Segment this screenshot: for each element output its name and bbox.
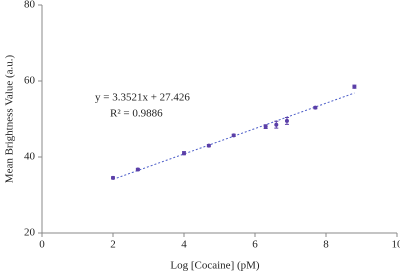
point bbox=[135, 167, 140, 172]
point bbox=[206, 143, 211, 148]
y-tick-label: 40 bbox=[24, 151, 36, 163]
x-tick-label: 2 bbox=[110, 239, 116, 251]
y-tick-label: 60 bbox=[24, 75, 36, 87]
y-axis-label: Mean Brightness Value (a.u.) bbox=[4, 54, 16, 183]
point bbox=[111, 175, 115, 180]
x-tick-label: 4 bbox=[181, 239, 187, 251]
point bbox=[274, 122, 279, 127]
x-tick-label: 8 bbox=[323, 239, 329, 251]
x-tick-label: 10 bbox=[392, 239, 400, 251]
x-axis-label: Log [Cocaine] (pM) bbox=[170, 260, 260, 272]
point bbox=[352, 84, 357, 89]
y-tick-label: 80 bbox=[24, 0, 36, 11]
x-tick-label: 0 bbox=[39, 239, 45, 251]
point bbox=[263, 124, 268, 129]
point bbox=[313, 105, 318, 110]
point bbox=[182, 151, 186, 156]
annotation: y = 3.3521x + 27.426 bbox=[95, 92, 190, 104]
y-tick-label: 20 bbox=[24, 227, 36, 239]
point bbox=[231, 133, 236, 138]
x-tick-label: 6 bbox=[252, 239, 258, 251]
point bbox=[284, 118, 289, 123]
annotation: R² = 0.9886 bbox=[110, 108, 163, 120]
